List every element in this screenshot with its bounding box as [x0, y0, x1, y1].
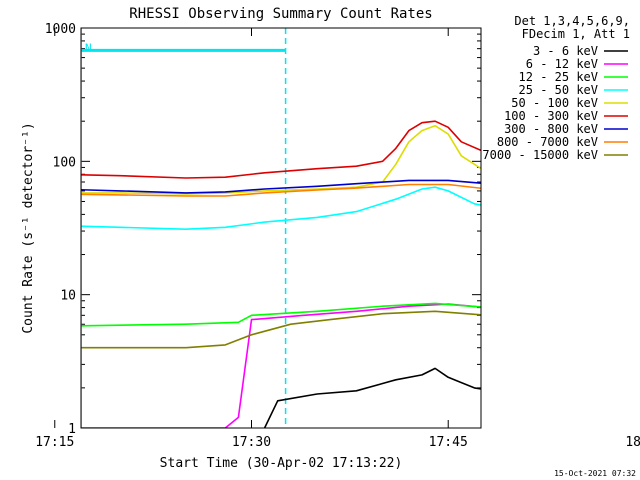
series-line [81, 303, 481, 428]
series-line [81, 120, 481, 179]
interval-label: N [85, 41, 92, 54]
x-tick-label: 18:00 [625, 435, 640, 450]
legend-header-2: FDecim 1, Att 1 [522, 27, 630, 41]
legend-entry-label: 25 - 50 keV [519, 83, 598, 97]
interval-markers: NS [81, 28, 287, 428]
series-lines [81, 120, 481, 428]
x-tick-label: 17:30 [232, 435, 271, 450]
series-line [81, 310, 481, 349]
y-tick-label: 10 [60, 289, 76, 304]
legend-entry-label: 12 - 25 keV [519, 70, 598, 84]
x-tick-label: 17:15 [35, 435, 74, 450]
chart-title: RHESSI Observing Summary Count Rates [129, 6, 432, 22]
y-tick-label: 100 [53, 155, 76, 170]
series-line [81, 124, 481, 195]
series-line [263, 367, 481, 428]
legend-entry-label: 6 - 12 keV [526, 57, 598, 71]
y-tick-label: 1000 [45, 22, 76, 37]
legend-entry-label: 3 - 6 keV [533, 44, 598, 58]
legend-entry-label: 50 - 100 keV [511, 96, 598, 110]
series-line [81, 183, 481, 197]
legend-entry-label: 100 - 300 keV [504, 109, 598, 123]
y-tick-label: 1 [68, 422, 76, 437]
legend-header-1: Det 1,3,4,5,6,9, [514, 14, 630, 28]
plot-frame [80, 27, 482, 429]
series-line [81, 302, 481, 327]
x-tick-label: 17:45 [429, 435, 468, 450]
legend-entry-label: 800 - 7000 keV [497, 135, 598, 149]
timestamp: 15-Oct-2021 07:32 [554, 469, 636, 478]
series-line [81, 186, 481, 230]
legend-entry-label: 7000 - 15000 keV [482, 148, 598, 162]
y-axis-label: Count Rate (s⁻¹ detector⁻¹) [21, 122, 36, 333]
x-axis-label: Start Time (30-Apr-02 17:13:22) [160, 456, 403, 471]
legend-entry-label: 300 - 800 keV [504, 122, 598, 136]
series-line [81, 179, 481, 194]
